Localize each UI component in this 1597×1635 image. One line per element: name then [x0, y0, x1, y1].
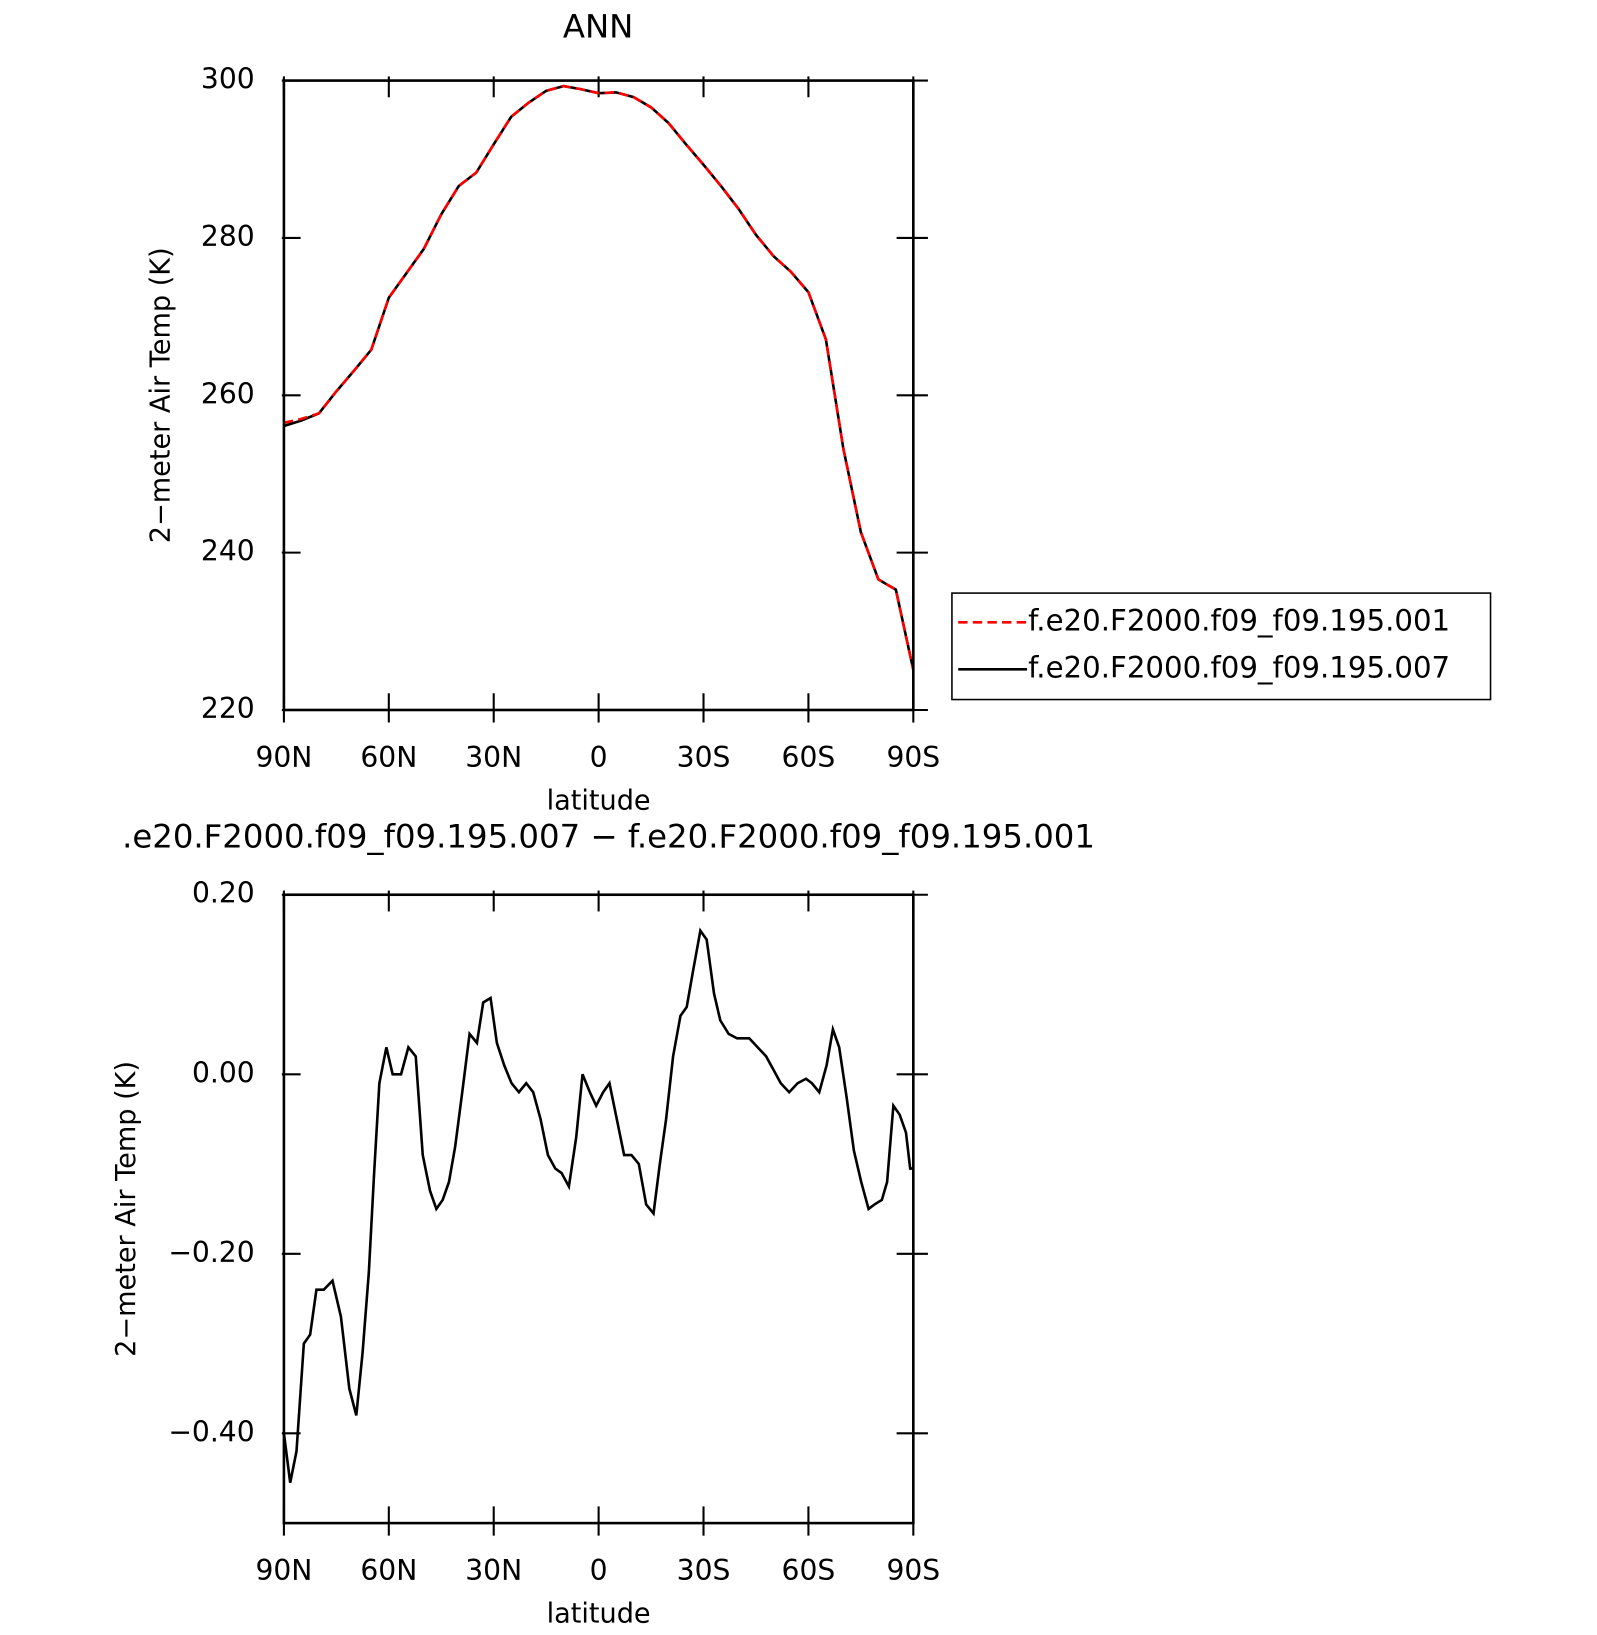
plot-frame — [282, 893, 915, 1525]
y-tick-label: −0.40 — [168, 1415, 254, 1448]
x-axis-label: latitude — [547, 785, 651, 816]
x-tick-label: 30S — [677, 1554, 731, 1587]
data-line — [282, 927, 914, 1483]
y-tick-label: 240 — [201, 535, 255, 568]
x-tick-label: 30N — [465, 741, 522, 774]
data-line — [283, 84, 915, 671]
y-tick-label: 280 — [201, 220, 255, 253]
y-axis-label: 2−meter Air Temp (K) — [111, 1061, 142, 1357]
x-tick-label: 60S — [782, 741, 836, 774]
x-tick-label: 90S — [886, 741, 940, 774]
legend-label: f.e20.F2000.f09_f09.195.001 — [1028, 603, 1450, 637]
x-tick-label: 0 — [590, 741, 608, 774]
x-tick-label: 60N — [360, 1554, 417, 1587]
plot-frame — [282, 79, 915, 712]
y-tick-label: 0.00 — [192, 1056, 255, 1089]
x-tick-label: 90N — [255, 741, 312, 774]
y-tick-label: 0.20 — [192, 877, 255, 910]
chart-title: ANN — [563, 7, 634, 45]
data-line — [283, 84, 915, 671]
y-tick-label: 220 — [201, 692, 255, 725]
y-tick-label: 300 — [201, 63, 255, 96]
x-tick-label: 60N — [360, 741, 417, 774]
x-tick-label: 0 — [590, 1554, 608, 1587]
y-tick-label: 260 — [201, 377, 255, 410]
x-axis-label: latitude — [547, 1598, 651, 1629]
y-axis-label: 2−meter Air Temp (K) — [145, 247, 176, 543]
x-tick-label: 30N — [465, 1554, 522, 1587]
y-tick-label: −0.20 — [168, 1236, 254, 1269]
x-tick-label: 60S — [782, 1554, 836, 1587]
legend-label: f.e20.F2000.f09_f09.195.007 — [1028, 650, 1450, 684]
x-tick-label: 90N — [255, 1554, 312, 1587]
legend-box — [951, 592, 1492, 701]
chart-title: .e20.F2000.f09_f09.195.007 − f.e20.F2000… — [122, 817, 1095, 855]
x-tick-label: 90S — [886, 1554, 940, 1587]
x-tick-label: 30S — [677, 741, 731, 774]
